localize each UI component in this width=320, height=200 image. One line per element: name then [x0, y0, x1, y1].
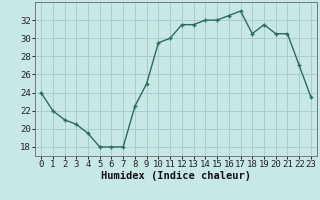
- X-axis label: Humidex (Indice chaleur): Humidex (Indice chaleur): [101, 171, 251, 181]
